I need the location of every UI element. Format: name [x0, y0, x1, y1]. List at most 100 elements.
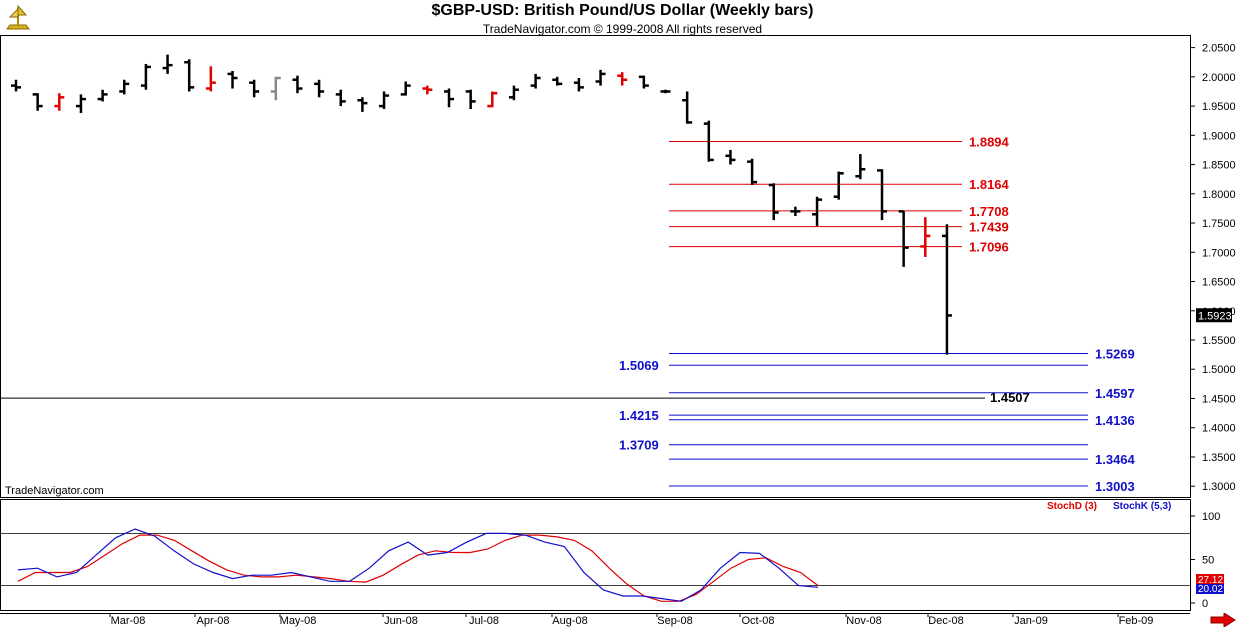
time-tick-label: Feb-09 [1119, 615, 1154, 627]
ohlc-bar [682, 91, 693, 124]
price-tick-label: 1.9500 [1202, 101, 1236, 113]
ohlc-bar [465, 89, 476, 110]
ohlc-bar [32, 93, 43, 111]
ohlc-bar [790, 206, 801, 217]
ohlc-bar [357, 97, 368, 112]
ohlc-bar [768, 183, 779, 221]
watermark: TradeNavigator.com [5, 485, 104, 497]
ohlc-bar [638, 75, 649, 89]
price-tick-label: 1.5500 [1202, 335, 1236, 347]
price-tick-label: 1.3500 [1202, 452, 1236, 464]
scroll-right-arrow-icon[interactable] [1210, 613, 1236, 627]
price-tick-label: 1.9000 [1202, 130, 1236, 142]
ohlc-bar [812, 196, 823, 226]
ohlc-bar [292, 75, 303, 94]
ohlc-bar [703, 120, 714, 162]
ohlc-bar [422, 85, 433, 95]
ohlc-bar [54, 93, 65, 111]
support-label: 1.3709 [619, 438, 659, 453]
support-label: 1.4136 [1095, 413, 1135, 428]
stoch-panel-frame [0, 499, 1191, 611]
support-label: 1.4215 [619, 408, 659, 423]
ohlc-bar [877, 169, 887, 221]
ohlc-bar [833, 171, 844, 200]
price-tick-label: 1.5000 [1202, 364, 1236, 376]
ohlc-bar [335, 89, 346, 107]
resistance-label: 1.8164 [969, 177, 1010, 192]
ohlc-bar [400, 81, 411, 96]
price-tick-label: 1.4500 [1202, 393, 1236, 405]
ohlc-bar [487, 91, 498, 108]
stoch-tick-label: 50 [1202, 555, 1214, 567]
time-tick-label: Aug-08 [552, 615, 587, 627]
stoch-d-readout-box [1196, 574, 1224, 585]
price-tick-label: 1.8000 [1202, 189, 1236, 201]
stoch-k-readout-box [1196, 584, 1224, 594]
stoch-d-readout: 27.12 [1198, 575, 1223, 586]
legend-stoch-d: StochD (3) [1047, 501, 1097, 512]
ohlc-bar [11, 79, 21, 92]
time-tick-label: Jan-09 [1014, 615, 1048, 627]
ohlc-bar [552, 76, 563, 86]
time-tick-label: Nov-08 [846, 615, 881, 627]
time-tick-label: Dec-08 [928, 615, 963, 627]
time-tick-label: Jul-08 [469, 615, 499, 627]
ohlc-bar [444, 88, 454, 108]
last-price-box [1196, 308, 1232, 323]
time-tick-label: May-08 [280, 615, 317, 627]
support-label: 1.4597 [1095, 386, 1135, 401]
trade-navigator-logo [6, 4, 30, 30]
ohlc-bar [379, 91, 390, 110]
ohlc-bar [725, 149, 736, 165]
ohlc-bar [941, 224, 952, 355]
ohlc-bar [270, 76, 281, 101]
price-tick-label: 1.6500 [1202, 277, 1236, 289]
stoch-tick-label: 0 [1202, 598, 1208, 610]
price-panel-frame [0, 35, 1191, 498]
ohlc-bar [205, 66, 216, 92]
price-tick-label: 1.4000 [1202, 423, 1236, 435]
level-label-black: 1.4507 [990, 390, 1030, 405]
ohlc-bar [162, 54, 173, 74]
ohlc-bar [920, 217, 931, 257]
ohlc-bar [573, 78, 584, 92]
chart-title: $GBP-USD: British Pound/US Dollar (Weekl… [431, 2, 814, 19]
ohlc-bar [119, 79, 130, 95]
stoch-tick-label: 100 [1202, 511, 1220, 523]
support-label: 1.5269 [1095, 347, 1135, 362]
resistance-label: 1.7096 [969, 240, 1009, 255]
time-tick-label: Apr-08 [196, 615, 229, 627]
ohlc-bar [660, 89, 671, 94]
ohlc-bar [508, 85, 519, 101]
stoch-k-readout: 20.02 [1198, 584, 1223, 595]
chart-subtitle: TradeNavigator.com © 1999-2008 All right… [482, 22, 763, 36]
ohlc-bar [97, 89, 108, 102]
price-tick-label: 1.7500 [1202, 218, 1236, 230]
time-tick-label: Mar-08 [111, 615, 146, 627]
time-tick-label: Sep-08 [657, 615, 692, 627]
ohlc-bar [855, 154, 866, 180]
legend-stoch-k: StochK (5,3) [1113, 501, 1171, 512]
price-tick-label: 1.8500 [1202, 160, 1236, 172]
resistance-label: 1.8894 [969, 135, 1010, 150]
support-label: 1.3003 [1095, 479, 1135, 494]
ohlc-bar [747, 158, 758, 186]
ohlc-bar [898, 210, 909, 267]
ohlc-bar [595, 69, 606, 86]
resistance-label: 1.7439 [969, 220, 1009, 235]
support-label: 1.5069 [619, 358, 659, 373]
price-tick-label: 1.7000 [1202, 247, 1236, 259]
last-price-label: 1.5923 [1198, 310, 1232, 322]
resistance-label: 1.7708 [969, 204, 1009, 219]
time-tick-label: Oct-08 [741, 615, 774, 627]
ohlc-bar [617, 72, 628, 86]
ohlc-bar [249, 79, 260, 98]
ohlc-bar [140, 63, 151, 90]
stoch-k-line [17, 528, 819, 602]
price-tick-label: 1.3000 [1202, 481, 1236, 493]
ohlc-bar [75, 94, 86, 114]
ohlc-bar [227, 70, 238, 89]
ohlc-bar [530, 73, 541, 89]
